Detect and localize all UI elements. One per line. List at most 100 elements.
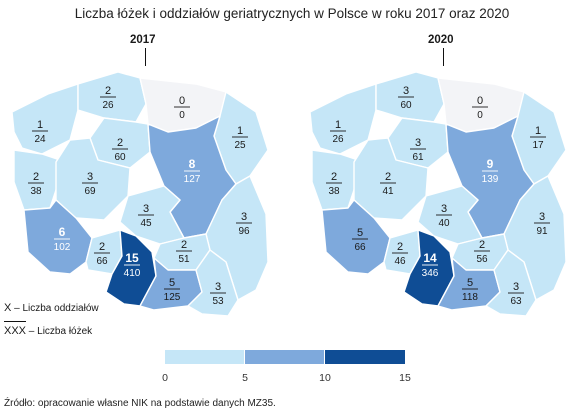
beds-value: 66	[354, 242, 366, 253]
map-title: Liczba łóżek i oddziałów geriatrycznych …	[74, 6, 510, 21]
beds-value: 17	[532, 140, 544, 151]
scale-bin	[165, 350, 244, 364]
wards-value: 2	[117, 137, 123, 149]
wards-value: 15	[125, 251, 139, 265]
region-label-wielkopolskie: 369	[82, 171, 98, 197]
wards-value: 2	[385, 171, 391, 183]
region-label-warminsko-mazurskie: 00	[174, 95, 190, 121]
wards-value: 3	[143, 203, 149, 215]
region-label-swietokrzyskie: 256	[474, 239, 490, 265]
wards-value: 3	[441, 203, 447, 215]
beds-value: 26	[102, 100, 114, 111]
key-label-beds: – Liczba łóżek	[28, 326, 93, 337]
region-label-podlaskie: 117	[530, 125, 546, 151]
source-note: Źródło: opracowanie własne NIK na podsta…	[4, 398, 276, 409]
beds-value: 66	[96, 256, 108, 267]
beds-value: 125	[164, 292, 181, 303]
scale-bin	[325, 350, 405, 364]
region-label-lubuskie: 238	[28, 171, 44, 197]
wards-value: 2	[99, 241, 105, 253]
beds-value: 38	[328, 186, 340, 197]
beds-value: 410	[124, 268, 141, 279]
region-slaskie	[105, 229, 157, 307]
beds-value: 0	[477, 110, 483, 121]
scale-tick-label: 15	[399, 372, 411, 384]
wards-value: 1	[535, 125, 541, 137]
region-slaskie	[403, 229, 455, 307]
beds-value: 56	[476, 254, 488, 265]
beds-value: 127	[184, 174, 201, 185]
beds-value: 45	[140, 218, 152, 229]
region-podkarpackie	[485, 249, 537, 317]
beds-value: 53	[212, 296, 224, 307]
wards-value: 1	[335, 119, 341, 131]
region-label-lodzkie: 345	[138, 203, 154, 229]
wards-value: 5	[169, 277, 175, 289]
region-label-kujawsko-pomorskie: 260	[112, 137, 128, 163]
beds-value: 60	[114, 152, 126, 163]
region-label-opolskie: 266	[94, 241, 110, 267]
wards-value: 2	[331, 171, 337, 183]
wards-value: 0	[179, 95, 185, 107]
wards-value: 3	[215, 281, 221, 293]
region-label-pomorskie: 360	[398, 85, 414, 111]
region-label-kujawsko-pomorskie: 361	[410, 137, 426, 163]
region-label-dolnoslaskie: 566	[352, 227, 368, 253]
beds-value: 346	[422, 268, 439, 279]
wards-value: 3	[539, 211, 545, 223]
beds-value: 25	[234, 140, 246, 151]
region-wielkopolskie	[55, 137, 131, 221]
wards-value: 0	[477, 95, 483, 107]
region-label-lubelskie: 391	[534, 211, 550, 237]
wards-value: 6	[59, 225, 66, 239]
region-podkarpackie	[187, 249, 239, 317]
beds-value: 96	[238, 226, 250, 237]
year-marker-2017	[145, 48, 146, 66]
wards-value: 5	[357, 227, 363, 239]
wards-value: 1	[37, 119, 43, 131]
beds-value: 61	[412, 152, 424, 163]
region-label-lubelskie: 396	[236, 211, 252, 237]
scale-tick-label: 0	[162, 372, 168, 384]
wards-value: 1	[237, 125, 243, 137]
beds-value: 0	[179, 110, 185, 121]
year-marker-2020	[443, 48, 444, 66]
scale-bin	[245, 350, 324, 364]
region-lubuskie	[311, 149, 359, 211]
beds-value: 60	[400, 100, 412, 111]
region-label-lodzkie: 340	[436, 203, 452, 229]
beds-value: 46	[394, 256, 406, 267]
region-label-pomorskie: 226	[100, 85, 116, 111]
beds-value: 40	[438, 218, 450, 229]
beds-value: 51	[178, 254, 190, 265]
beds-value: 102	[54, 242, 71, 253]
wards-value: 2	[105, 85, 111, 97]
beds-value: 91	[536, 226, 548, 237]
beds-value: 63	[510, 296, 522, 307]
scale-tick-label: 10	[319, 372, 331, 384]
region-label-opolskie: 246	[392, 241, 408, 267]
region-wielkopolskie	[353, 137, 429, 221]
year-label-2017: 2017	[130, 34, 156, 46]
wards-value: 3	[415, 137, 421, 149]
beds-value: 118	[462, 292, 478, 303]
key-symbol-wards: X	[4, 302, 12, 314]
scale-tick-label: 5	[242, 372, 248, 384]
key-symbol-beds: XXX	[4, 325, 27, 337]
region-label-zachodniopomorskie: 126	[330, 119, 346, 145]
region-label-podkarpackie: 363	[508, 281, 524, 307]
beds-value: 26	[332, 134, 344, 145]
wards-value: 3	[513, 281, 519, 293]
beds-value: 41	[382, 186, 394, 197]
region-label-warminsko-mazurskie: 00	[472, 95, 488, 121]
region-lubuskie	[13, 149, 61, 211]
